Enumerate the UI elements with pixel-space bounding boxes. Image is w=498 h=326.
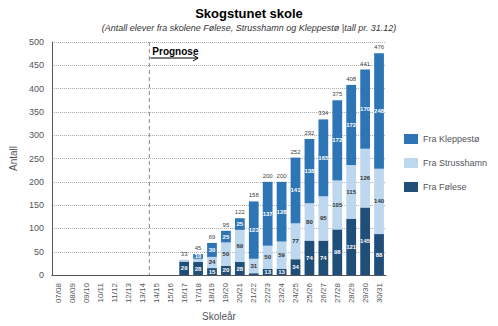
svg-text:20/21: 20/21 <box>235 283 244 304</box>
svg-text:13/14: 13/14 <box>138 283 147 304</box>
svg-text:10: 10 <box>195 253 202 259</box>
svg-text:Skogstunet skole: Skogstunet skole <box>195 6 303 21</box>
svg-text:69: 69 <box>236 243 243 249</box>
svg-text:441: 441 <box>360 61 371 67</box>
svg-text:170: 170 <box>360 106 371 112</box>
svg-text:Fra Strusshamn: Fra Strusshamn <box>423 158 487 168</box>
svg-text:80: 80 <box>306 219 313 225</box>
svg-text:09/10: 09/10 <box>82 283 91 304</box>
svg-text:28: 28 <box>195 266 202 272</box>
svg-text:450: 450 <box>29 60 44 70</box>
svg-text:200: 200 <box>277 173 288 179</box>
svg-text:145: 145 <box>360 238 371 244</box>
svg-text:13: 13 <box>264 269 271 275</box>
svg-text:28: 28 <box>236 266 243 272</box>
svg-text:26/27: 26/27 <box>319 283 328 304</box>
svg-text:105: 105 <box>332 202 343 208</box>
svg-text:248: 248 <box>374 108 385 114</box>
svg-text:95: 95 <box>223 222 230 228</box>
svg-text:74: 74 <box>320 255 327 261</box>
svg-text:126: 126 <box>360 175 371 181</box>
svg-text:252: 252 <box>291 149 302 155</box>
svg-text:292: 292 <box>304 130 315 136</box>
svg-text:123: 123 <box>249 227 260 233</box>
svg-text:375: 375 <box>332 91 343 97</box>
svg-text:34: 34 <box>292 264 299 270</box>
svg-text:98: 98 <box>334 249 341 255</box>
svg-text:141: 141 <box>291 187 302 193</box>
svg-text:137: 137 <box>263 211 274 217</box>
svg-text:25: 25 <box>236 221 243 227</box>
svg-text:200: 200 <box>263 173 274 179</box>
svg-text:122: 122 <box>235 209 246 215</box>
svg-text:15/16: 15/16 <box>166 283 175 304</box>
svg-text:16/17: 16/17 <box>180 283 189 304</box>
svg-text:74: 74 <box>306 255 313 261</box>
svg-text:50: 50 <box>264 254 271 260</box>
svg-text:Antall: Antall <box>8 146 19 171</box>
svg-text:165: 165 <box>318 155 329 161</box>
svg-text:158: 158 <box>249 192 260 198</box>
svg-text:400: 400 <box>29 84 44 94</box>
svg-text:18/19: 18/19 <box>207 283 216 304</box>
svg-text:24/25: 24/25 <box>291 283 300 304</box>
svg-text:19/20: 19/20 <box>221 283 230 304</box>
svg-text:300: 300 <box>29 130 44 140</box>
svg-text:150: 150 <box>29 200 44 210</box>
svg-text:21/22: 21/22 <box>249 283 258 304</box>
svg-text:29: 29 <box>181 265 188 271</box>
svg-text:121: 121 <box>346 244 357 250</box>
svg-text:0: 0 <box>39 270 44 280</box>
svg-text:128: 128 <box>277 209 288 215</box>
svg-text:59: 59 <box>278 252 285 258</box>
svg-text:50: 50 <box>223 251 230 257</box>
svg-text:(Antall elever fra skolene Føl: (Antall elever fra skolene Følese, Strus… <box>102 23 397 33</box>
svg-text:29/30: 29/30 <box>361 283 370 304</box>
svg-text:172: 172 <box>346 122 357 128</box>
svg-text:350: 350 <box>29 107 44 117</box>
svg-text:24: 24 <box>209 259 216 265</box>
svg-text:22/23: 22/23 <box>263 283 272 304</box>
svg-text:Fra Følese: Fra Følese <box>423 182 467 192</box>
svg-text:25/26: 25/26 <box>305 283 314 304</box>
svg-text:25: 25 <box>223 234 230 240</box>
svg-text:28/29: 28/29 <box>347 283 356 304</box>
svg-text:45: 45 <box>195 245 202 251</box>
svg-text:20: 20 <box>223 267 230 273</box>
svg-text:30/31: 30/31 <box>375 283 384 304</box>
svg-text:15: 15 <box>209 269 216 275</box>
svg-text:408: 408 <box>346 76 357 82</box>
svg-text:500: 500 <box>29 37 44 47</box>
svg-text:07/08: 07/08 <box>54 283 63 304</box>
svg-text:250: 250 <box>29 154 44 164</box>
svg-text:172: 172 <box>332 137 343 143</box>
svg-text:08/09: 08/09 <box>68 283 77 304</box>
svg-text:138: 138 <box>304 168 315 174</box>
svg-text:10/11: 10/11 <box>96 283 105 303</box>
svg-text:23/24: 23/24 <box>277 283 286 304</box>
svg-text:Prognose: Prognose <box>152 46 199 57</box>
svg-text:476: 476 <box>374 44 385 50</box>
svg-text:95: 95 <box>320 215 327 221</box>
svg-text:30: 30 <box>209 247 216 253</box>
svg-text:33: 33 <box>181 251 188 257</box>
svg-text:31: 31 <box>250 263 257 269</box>
svg-text:13: 13 <box>278 269 285 275</box>
svg-text:100: 100 <box>29 223 44 233</box>
svg-text:77: 77 <box>292 238 299 244</box>
svg-text:69: 69 <box>209 234 216 240</box>
svg-text:11/12: 11/12 <box>110 283 119 303</box>
svg-text:334: 334 <box>318 110 329 116</box>
svg-text:115: 115 <box>346 189 356 195</box>
svg-text:140: 140 <box>374 198 385 204</box>
svg-text:27/28: 27/28 <box>333 283 342 304</box>
svg-text:14/15: 14/15 <box>152 283 161 304</box>
svg-text:50: 50 <box>34 247 44 257</box>
svg-text:88: 88 <box>376 252 383 258</box>
svg-text:Fra Kleppestø: Fra Kleppestø <box>423 134 480 144</box>
svg-text:17/18: 17/18 <box>194 283 203 304</box>
svg-text:200: 200 <box>29 177 44 187</box>
svg-text:12/13: 12/13 <box>124 283 133 304</box>
svg-text:Skoleår: Skoleår <box>202 311 237 322</box>
